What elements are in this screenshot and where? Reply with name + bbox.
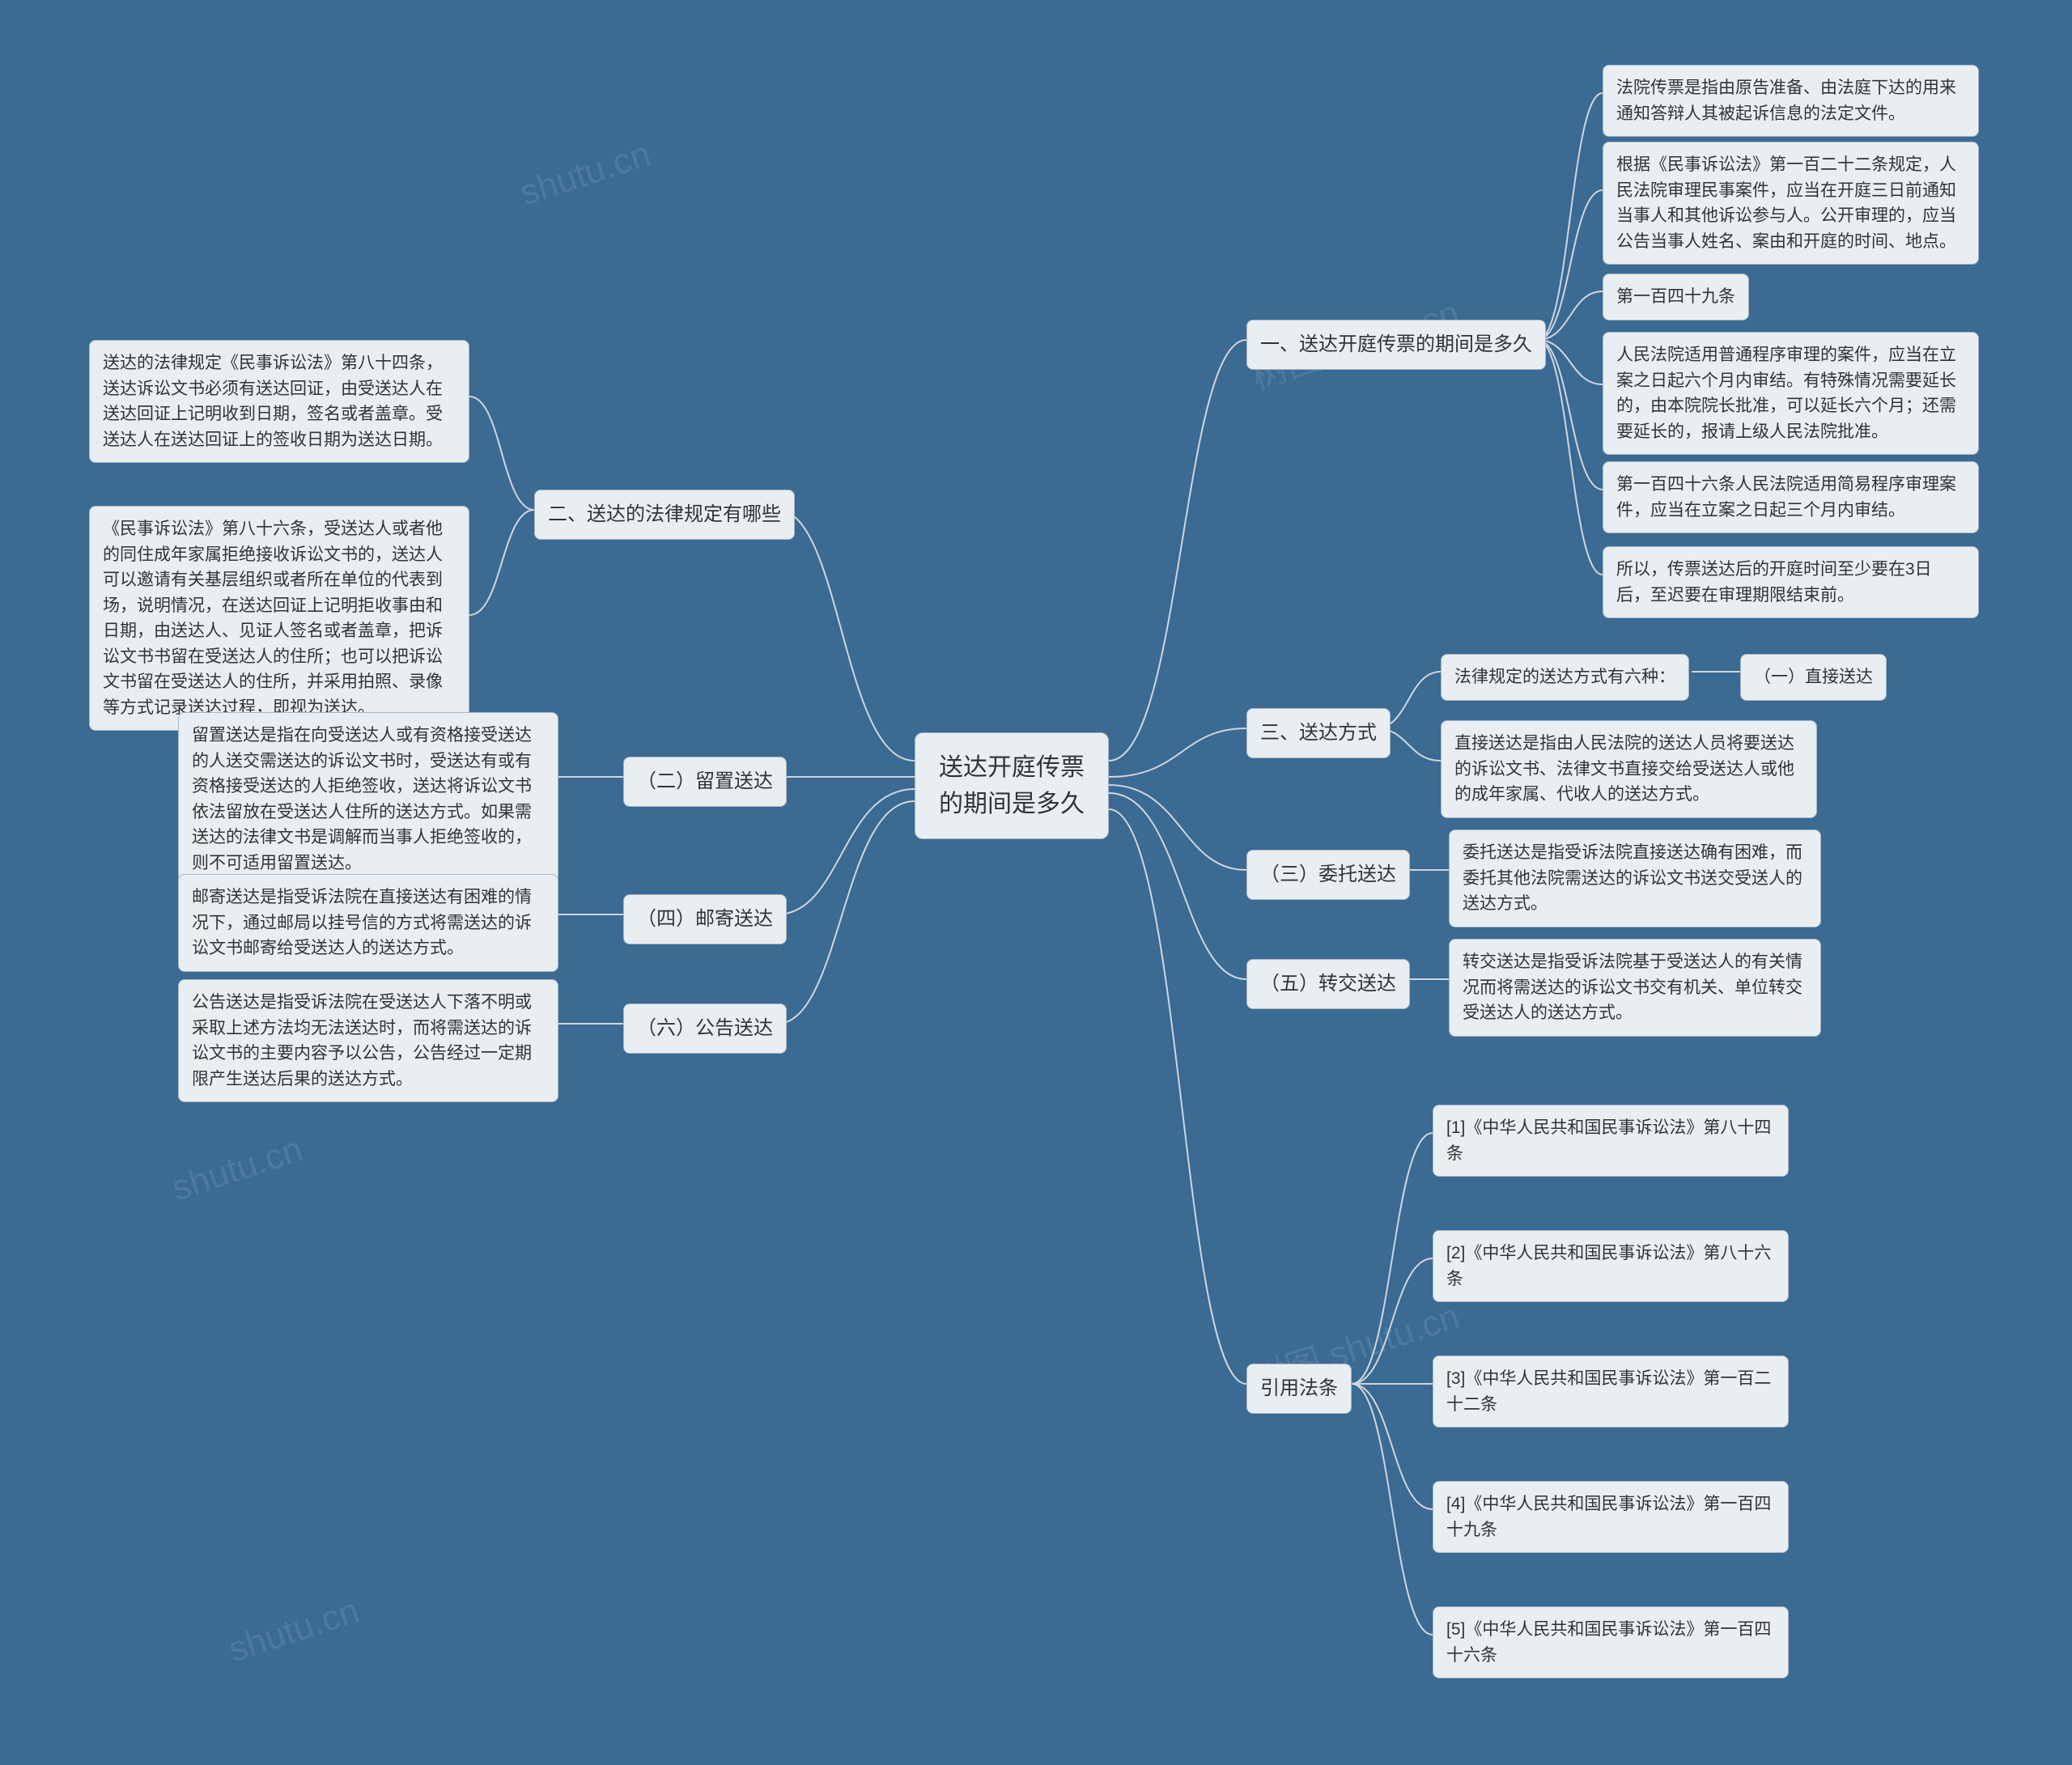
watermark: shutu.cn — [167, 1130, 308, 1210]
branch-ref: 引用法条 — [1246, 1364, 1352, 1414]
branch-3-leaf-1b: （一）直接送达 — [1740, 654, 1887, 701]
branch-2: 二、送达的法律规定有哪些 — [534, 490, 795, 540]
branch-2-leaf-2: 《民事诉讼法》第八十六条，受送达人或者他的同住成年家属拒绝接收诉讼文书的，送达人… — [89, 506, 469, 731]
branch-1-leaf-4: 人民法院适用普通程序审理的案件，应当在立案之日起六个月内审结。有特殊情况需要延长… — [1603, 332, 1979, 455]
branch-1-leaf-3: 第一百四十九条 — [1603, 274, 1749, 320]
branch-3-leaf-1: 法律规定的送达方式有六种： — [1441, 654, 1689, 701]
center-label: 送达开庭传票的期间是多久 — [939, 754, 1085, 817]
branch-c3: （三）委托送达 — [1246, 850, 1410, 900]
branch-c5-leaf: 转交送达是指受诉法院基于受送达人的有关情况而将需送达的诉讼文书交有机关、单位转交… — [1449, 939, 1821, 1037]
branch-c5: （五）转交送达 — [1246, 959, 1410, 1009]
branch-1: 一、送达开庭传票的期间是多久 — [1246, 320, 1546, 370]
branch-1-leaf-1: 法院传票是指由原告准备、由法庭下达的用来通知答辩人其被起诉信息的法定文件。 — [1603, 65, 1979, 137]
branch-3: 三、送达方式 — [1246, 708, 1391, 758]
branch-ref-leaf-5: [5]《中华人民共和国民事诉讼法》第一百四十六条 — [1433, 1606, 1789, 1678]
branch-ref-leaf-4: [4]《中华人民共和国民事诉讼法》第一百四十九条 — [1433, 1481, 1789, 1553]
branch-c2: （二）留置送达 — [623, 757, 787, 807]
branch-1-leaf-5: 第一百四十六条人民法院适用简易程序审理案件，应当在立案之日起三个月内审结。 — [1603, 461, 1979, 533]
branch-ref-leaf-1: [1]《中华人民共和国民事诉讼法》第八十四条 — [1433, 1105, 1789, 1177]
branch-ref-leaf-3: [3]《中华人民共和国民事诉讼法》第一百二十二条 — [1433, 1356, 1789, 1428]
watermark: shutu.cn — [515, 134, 656, 214]
center-node: 送达开庭传票的期间是多久 — [915, 732, 1109, 839]
branch-2-leaf-1: 送达的法律规定《民事诉讼法》第八十四条，送达诉讼文书必须有送达回证，由受送达人在… — [89, 340, 469, 463]
branch-3-leaf-2: 直接送达是指由人民法院的送达人员将要送达的诉讼文书、法律文书直接交给受送达人或他… — [1441, 720, 1817, 818]
branch-c4-leaf: 邮寄送达是指受诉法院在直接送达有困难的情况下，通过邮局以挂号信的方式将需送达的诉… — [178, 874, 558, 972]
branch-c6: （六）公告送达 — [623, 1003, 787, 1054]
branch-1-leaf-2: 根据《民事诉讼法》第一百二十二条规定，人民法院审理民事案件，应当在开庭三日前通知… — [1603, 142, 1979, 265]
branch-c3-leaf: 委托送达是指受诉法院直接送达确有困难，而委托其他法院需送达的诉讼文书送交受送人的… — [1449, 829, 1821, 927]
branch-ref-leaf-2: [2]《中华人民共和国民事诉讼法》第八十六条 — [1433, 1230, 1789, 1302]
branch-c4: （四）邮寄送达 — [623, 894, 787, 944]
branch-1-leaf-6: 所以，传票送达后的开庭时间至少要在3日后，至迟要在审理期限结束前。 — [1603, 546, 1979, 618]
branch-c2-leaf: 留置送达是指在向受送达人或有资格接受送达的人送交需送达的诉讼文书时，受送达有或有… — [178, 712, 558, 886]
watermark: shutu.cn — [223, 1591, 364, 1671]
branch-c6-leaf: 公告送达是指受诉法院在受送达人下落不明或采取上述方法均无法送达时，而将需送达的诉… — [178, 979, 558, 1102]
